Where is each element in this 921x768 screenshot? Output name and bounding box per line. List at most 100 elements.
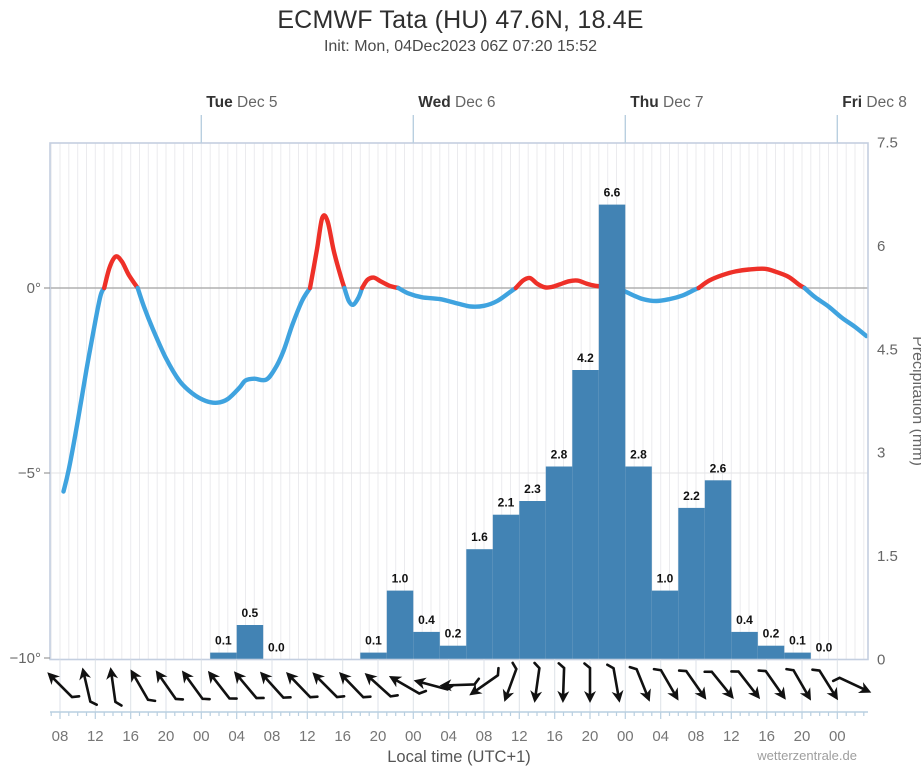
precip-value-label: 0.1	[789, 634, 806, 648]
precip-value-label: 2.1	[498, 496, 515, 510]
hour-tick-label: 04	[440, 728, 457, 745]
wind-arrow-icon	[79, 667, 98, 707]
x-axis-title: Local time (UTC+1)	[387, 748, 531, 766]
wind-arrow-icon	[831, 676, 872, 693]
wind-arrow-icon	[338, 672, 372, 699]
temperature-curve-blue	[135, 285, 313, 405]
precip-value-label: 2.8	[551, 448, 568, 462]
day-label: Tue Dec 5	[206, 94, 277, 111]
wind-arrow-icon	[469, 666, 500, 696]
wind-arrow-icon	[285, 672, 319, 699]
hour-tick-label: 08	[264, 728, 281, 745]
precip-bar	[492, 514, 520, 660]
wind-arrow-icon	[557, 662, 570, 703]
wind-arrow-icon	[388, 676, 428, 695]
precip-bar	[757, 645, 785, 660]
temperature-curve-blue	[616, 285, 701, 304]
precip-tick-label: 0	[877, 652, 885, 669]
precip-bar	[625, 466, 652, 660]
hour-tick-label: 04	[228, 728, 245, 745]
precip-value-label: 1.0	[657, 572, 674, 586]
wind-arrow-icon	[106, 667, 123, 707]
wind-arrow-icon	[207, 670, 238, 700]
wind-arrow-icon	[439, 677, 481, 692]
precip-bar	[466, 549, 493, 660]
precip-value-label: 1.0	[392, 572, 409, 586]
precip-bar	[236, 625, 264, 660]
hour-tick-label: 00	[405, 728, 422, 745]
precip-value-label: 4.2	[577, 351, 594, 365]
precip-value-label: 2.3	[524, 482, 541, 496]
precip-tick-label: 6	[877, 238, 885, 255]
wind-arrow-icon	[155, 670, 185, 701]
wind-arrow-icon	[628, 665, 651, 702]
precip-bar	[731, 631, 758, 660]
wind-arrow-icon	[811, 668, 839, 701]
precip-tick-label: 3	[877, 445, 885, 462]
wind-arrow-icon	[47, 672, 81, 699]
precip-bar	[386, 590, 414, 660]
temperature-curve-red	[359, 275, 401, 291]
precip-value-label: 6.6	[604, 186, 621, 200]
hour-tick-label: 16	[758, 728, 775, 745]
precip-axis-title: Precipitation (mm)	[909, 336, 921, 466]
temp-tick-label: −5°	[18, 465, 41, 482]
precip-bar	[784, 652, 811, 660]
hour-tick-label: 16	[122, 728, 139, 745]
precip-value-label: 2.8	[630, 448, 647, 462]
hour-tick-label: 08	[476, 728, 493, 745]
precip-bar	[439, 645, 467, 660]
precip-bar	[545, 466, 573, 660]
hour-tick-label: 00	[193, 728, 210, 745]
wind-arrow-icon	[677, 669, 707, 700]
wind-arrow-icon	[730, 670, 761, 700]
hour-tick-label: 12	[299, 728, 316, 745]
wind-arrow-icon	[652, 667, 679, 701]
hour-tick-label: 08	[52, 728, 69, 745]
precip-value-label: 2.6	[710, 461, 727, 475]
wind-arrow-icon	[757, 669, 786, 700]
precip-value-label: 0.1	[365, 634, 382, 648]
chart-title: ECMWF Tata (HU) 47.6N, 18.4E	[277, 6, 644, 34]
temperature-curve-blue	[396, 285, 518, 309]
plot-border	[49, 142, 869, 661]
day-label: Wed Dec 6	[418, 94, 495, 111]
temperature-curve-red	[307, 213, 347, 291]
hour-tick-label: 12	[723, 728, 740, 745]
wind-arrow-icon	[583, 662, 596, 703]
wind-arrow-icon	[703, 670, 734, 699]
temperature-curve-blue	[802, 285, 869, 339]
day-label: Thu Dec 7	[630, 94, 703, 111]
hour-tick-label: 12	[511, 728, 528, 745]
precip-bar	[598, 204, 626, 660]
hour-tick-label: 20	[794, 728, 811, 745]
hour-tick-label: 20	[370, 728, 387, 745]
watermark: wetterzentrale.de	[757, 748, 857, 763]
hour-tick-label: 04	[652, 728, 669, 745]
precip-tick-label: 4.5	[877, 341, 898, 358]
precip-tick-label: 1.5	[877, 548, 898, 565]
wind-arrow-icon	[364, 672, 399, 698]
hour-tick-label: 12	[87, 728, 104, 745]
precip-bar	[704, 480, 732, 660]
precip-value-label: 0.0	[268, 641, 285, 655]
wind-arrow-icon	[130, 669, 157, 703]
precip-bar	[678, 507, 705, 660]
wind-arrow-icon	[181, 670, 211, 701]
hour-tick-label: 20	[582, 728, 599, 745]
wind-arrow-icon	[606, 663, 624, 703]
temperature-curve-red	[696, 266, 807, 291]
wind-arrow-icon	[530, 661, 543, 703]
precip-value-label: 0.0	[816, 641, 833, 655]
wind-arrow-icon	[502, 661, 518, 702]
chart-subtitle: Init: Mon, 04Dec2023 06Z 07:20 15:52	[323, 38, 598, 55]
hour-tick-label: 16	[546, 728, 563, 745]
precip-bar	[210, 652, 237, 660]
hour-tick-label: 00	[617, 728, 634, 745]
wind-arrow-icon	[785, 667, 811, 701]
precip-value-label: 0.4	[736, 613, 753, 627]
hour-tick-label: 00	[829, 728, 846, 745]
temp-tick-label: 0°	[27, 280, 41, 297]
